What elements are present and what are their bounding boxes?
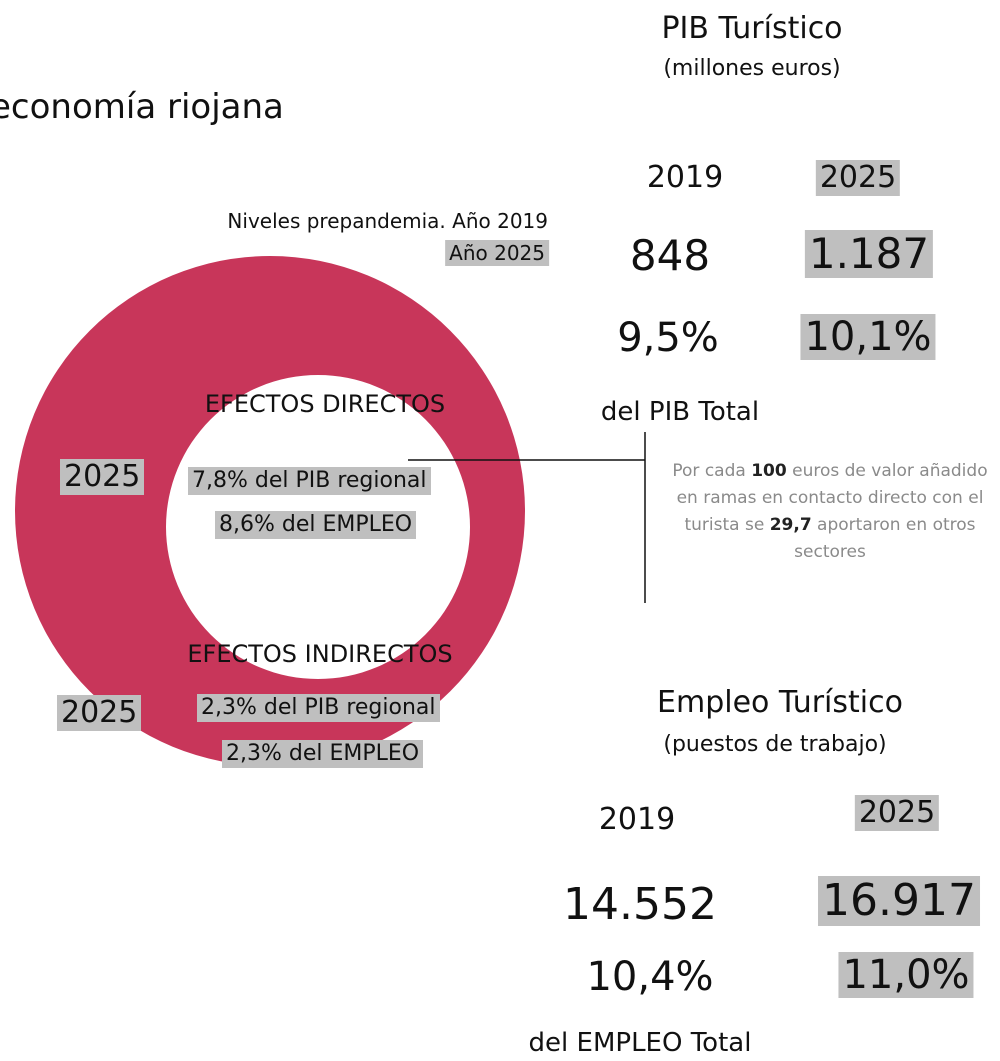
direct-empleo: 8,6% del EMPLEO bbox=[215, 511, 417, 539]
empleo-share-label: del EMPLEO Total bbox=[528, 1028, 752, 1058]
donut bbox=[15, 256, 525, 766]
note-number: 100 bbox=[751, 461, 787, 481]
pib-year-2025: 2025 bbox=[815, 160, 901, 196]
direct-pib: 7,8% del PIB regional bbox=[188, 467, 431, 495]
empleo-year-2019: 2019 bbox=[598, 802, 676, 837]
pib-value-2025: 1.187 bbox=[804, 230, 934, 278]
indirect-empleo: 2,3% del EMPLEO bbox=[222, 740, 424, 768]
indirect-year: 2025 bbox=[57, 695, 142, 731]
empleo-unit: (puestos de trabajo) bbox=[663, 732, 887, 757]
indirect-pib: 2,3% del PIB regional bbox=[197, 694, 440, 722]
empleo-value-2025: 16.917 bbox=[818, 876, 980, 926]
pib-share-2025: 10,1% bbox=[800, 314, 936, 360]
note-text: euros de valor añadido en ramas en conta… bbox=[676, 461, 988, 535]
direct-year: 2025 bbox=[60, 459, 145, 495]
pib-unit: (millones euros) bbox=[663, 56, 841, 81]
pib-year-2019: 2019 bbox=[646, 160, 724, 195]
pib-heading: PIB Turístico bbox=[661, 11, 843, 46]
empleo-share-2025: 11,0% bbox=[838, 952, 974, 998]
pib-share-label: del PIB Total bbox=[600, 397, 760, 427]
note-text: aportaron en otros sectores bbox=[794, 515, 976, 562]
note: Por cada 100 euros de valor añadido en r… bbox=[665, 458, 995, 566]
indirect-heading: EFECTOS INDIRECTOS bbox=[187, 640, 453, 668]
direct-heading: EFECTOS DIRECTOS bbox=[204, 390, 446, 418]
empleo-year-2025: 2025 bbox=[854, 795, 940, 831]
title: economía riojana bbox=[0, 87, 284, 127]
empleo-share-2019: 10,4% bbox=[586, 954, 714, 1000]
pib-share-2019: 9,5% bbox=[617, 315, 719, 361]
note-number: 29,7 bbox=[769, 515, 812, 535]
empleo-value-2019: 14.552 bbox=[563, 879, 717, 930]
note-text: Por cada bbox=[672, 461, 752, 481]
empleo-heading: Empleo Turístico bbox=[657, 685, 903, 720]
legend-2025: Año 2025 bbox=[445, 240, 549, 266]
legend-2019: Niveles prepandemia. Año 2019 bbox=[227, 209, 548, 233]
pib-value-2019: 848 bbox=[629, 231, 711, 280]
